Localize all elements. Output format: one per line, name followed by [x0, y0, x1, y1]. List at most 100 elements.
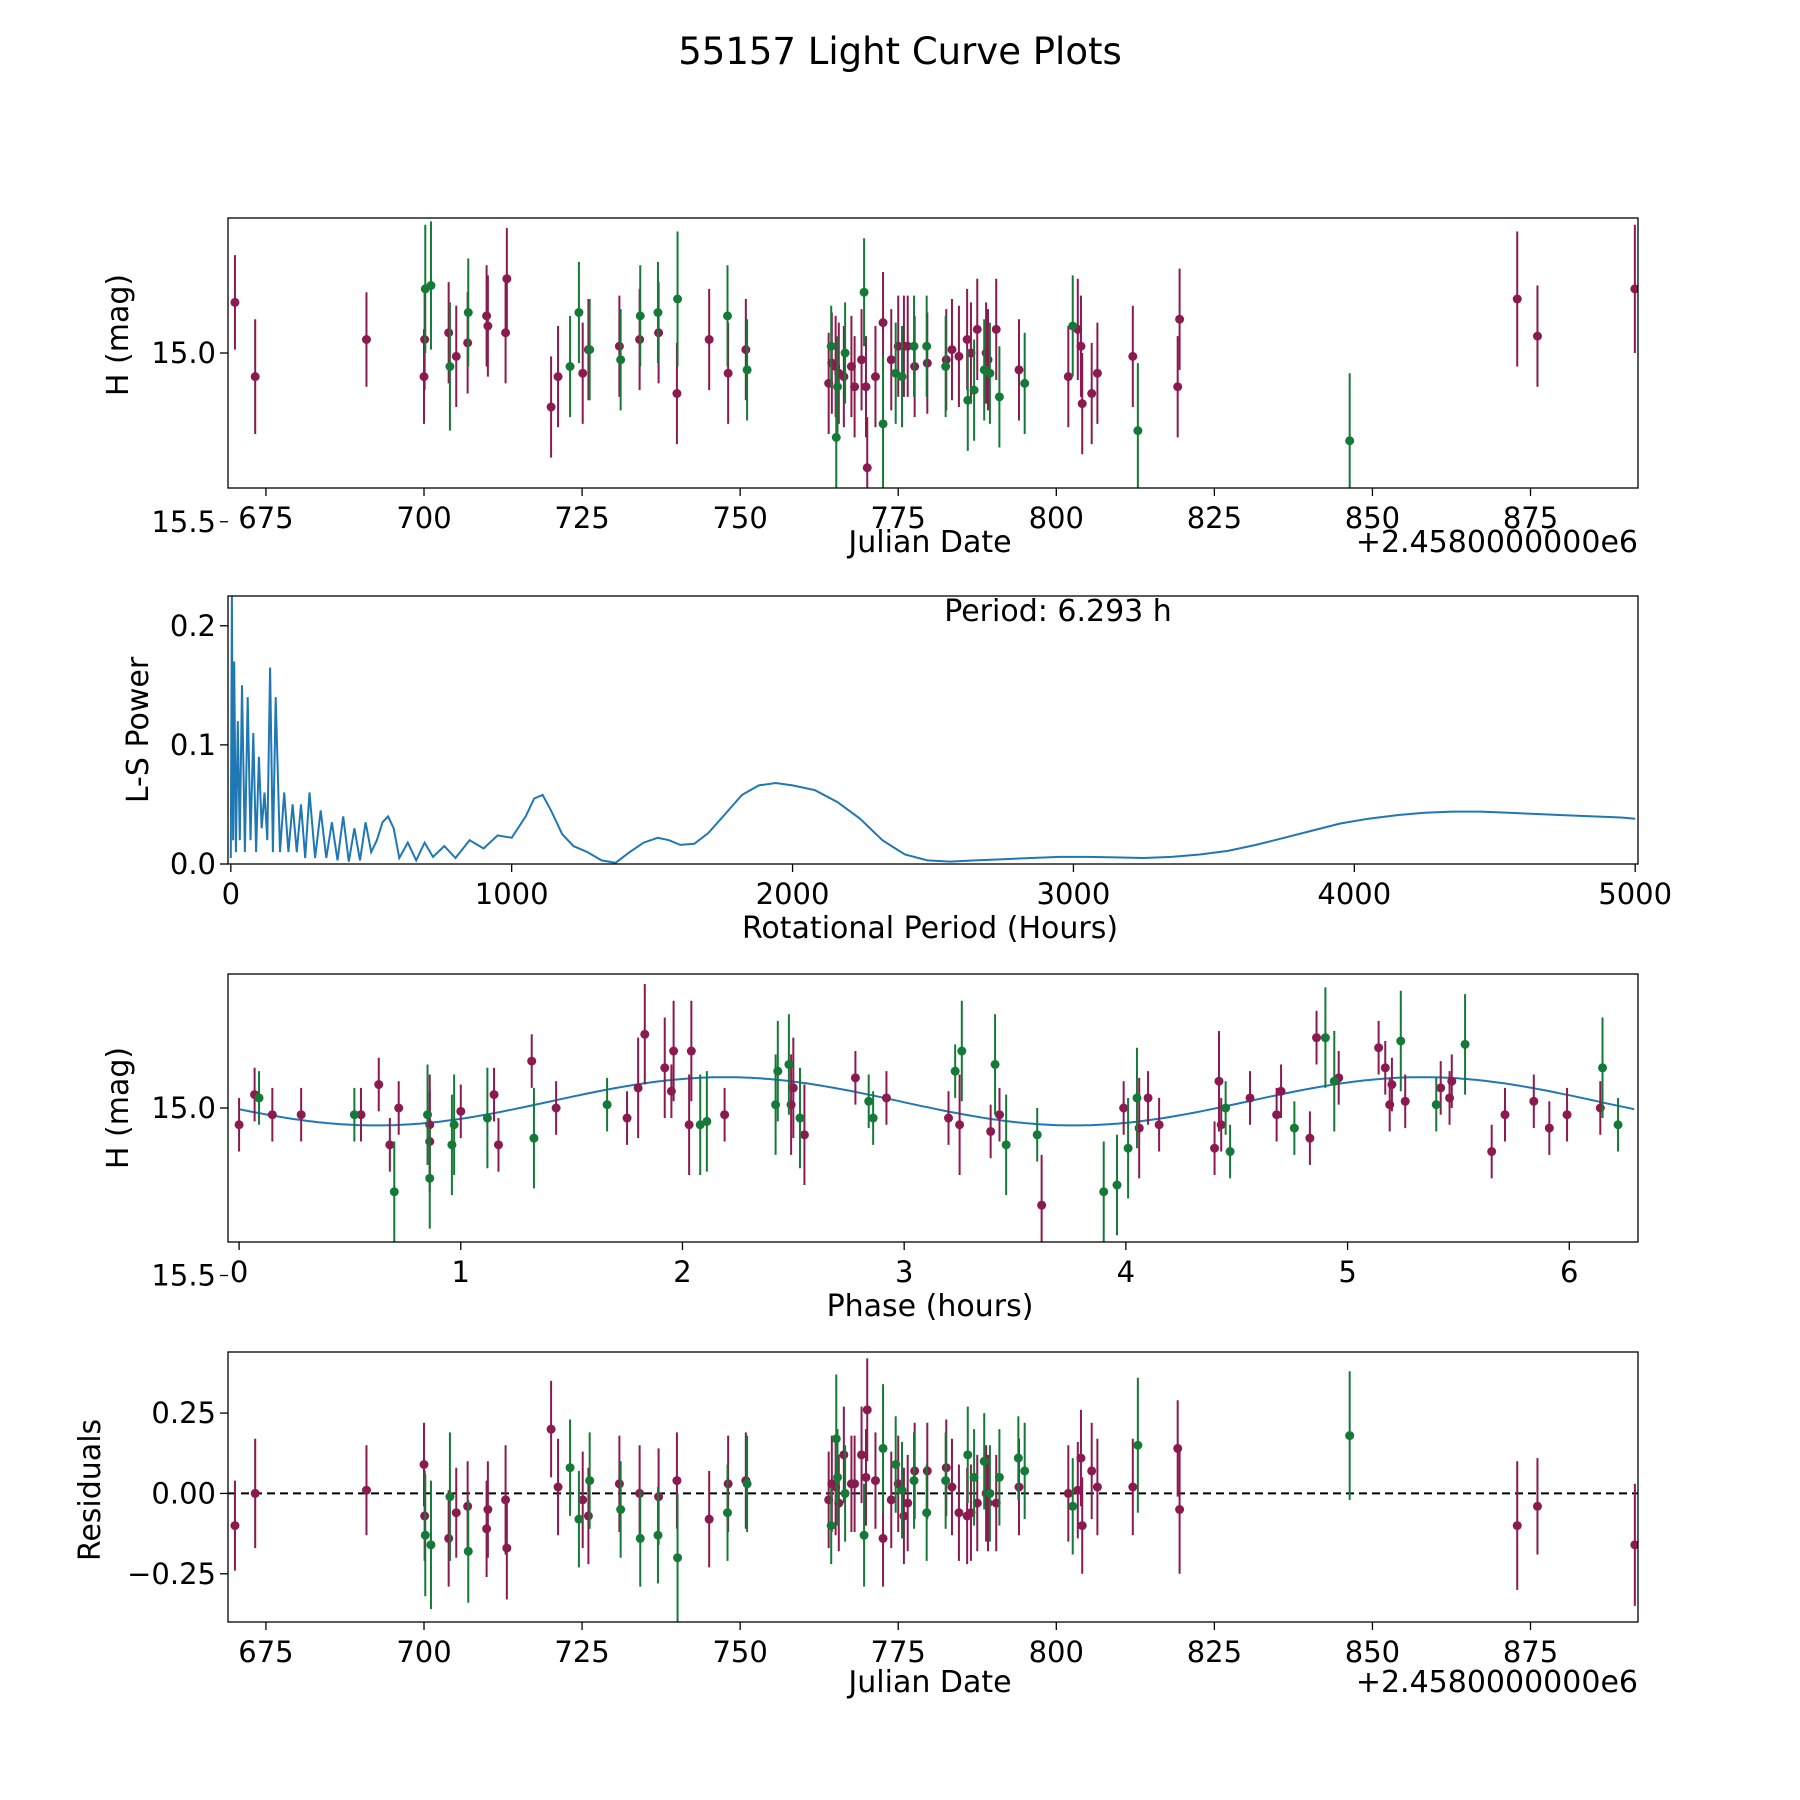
x-tick-label: 5	[1338, 1255, 1356, 1289]
data-point	[839, 372, 849, 382]
data-point	[985, 368, 995, 378]
data-points	[230, 221, 1638, 488]
data-point	[1076, 341, 1086, 351]
data-point	[922, 341, 932, 351]
x-tick-label: 4000	[1317, 877, 1391, 911]
data-point	[553, 1482, 563, 1492]
data-point	[250, 1488, 260, 1498]
data-point	[1128, 1482, 1138, 1492]
data-point	[985, 1488, 995, 1498]
data-point	[574, 308, 584, 317]
data-point	[1175, 314, 1185, 324]
data-point	[669, 1046, 679, 1056]
x-tick-label: 1	[452, 1255, 470, 1289]
data-point	[799, 1130, 809, 1140]
data-point	[1128, 351, 1138, 361]
x-tick-label: 725	[554, 1635, 609, 1669]
data-point	[502, 274, 512, 284]
data-point	[1436, 1083, 1446, 1093]
data-point	[1544, 1123, 1554, 1133]
data-point	[1487, 1147, 1497, 1157]
data-point	[994, 392, 1004, 402]
data-point	[660, 1063, 670, 1073]
residuals-frame	[227, 1351, 1639, 1623]
data-point	[1068, 1501, 1078, 1511]
data-point	[909, 341, 919, 351]
data-point	[426, 1540, 436, 1550]
data-point	[868, 1113, 878, 1123]
data-point	[947, 1482, 957, 1492]
x-tick-label: 775	[871, 1635, 926, 1669]
data-point	[653, 1530, 663, 1540]
y-tick-label: 15.5	[151, 1259, 216, 1293]
data-point	[1119, 1103, 1129, 1113]
data-point	[1092, 1482, 1102, 1492]
data-point	[994, 1472, 1004, 1482]
x-tick-label: 875	[1503, 501, 1558, 535]
data-point	[374, 1080, 384, 1090]
data-point	[482, 1524, 492, 1534]
data-point	[1312, 1033, 1322, 1043]
data-point	[501, 328, 511, 338]
data-point	[1320, 1033, 1330, 1043]
period-annotation: Period: 6.293 h	[944, 594, 1172, 629]
x-tick-label: 825	[1187, 1635, 1242, 1669]
data-point	[349, 1110, 359, 1120]
data-point	[861, 382, 871, 392]
data-point	[990, 1059, 1000, 1069]
data-point	[1092, 368, 1102, 378]
x-tick-label: 825	[1187, 501, 1242, 535]
data-point	[1374, 1043, 1384, 1053]
x-tick-label: 750	[712, 501, 767, 535]
data-point	[1245, 1093, 1255, 1103]
data-point	[1225, 1147, 1235, 1157]
data-point	[1063, 372, 1073, 382]
data-point	[672, 389, 682, 398]
data-point	[230, 297, 240, 307]
data-point	[493, 1140, 503, 1150]
x-tick-label: 850	[1345, 501, 1400, 535]
data-point	[1133, 426, 1143, 436]
phased-xlabel: Phase (hours)	[827, 1289, 1034, 1324]
data-point	[546, 1424, 556, 1434]
data-point	[356, 1110, 366, 1120]
data-point	[425, 1173, 435, 1183]
lightcurve-x-offset: +2.4580000000e6	[1356, 525, 1638, 560]
data-point	[941, 362, 951, 371]
data-point	[585, 1476, 595, 1486]
data-point	[979, 1456, 989, 1466]
data-point	[1512, 1521, 1522, 1531]
data-point	[1013, 1453, 1023, 1463]
data-point	[1532, 331, 1542, 341]
data-point	[1001, 1140, 1011, 1150]
data-point	[1532, 1501, 1542, 1511]
data-point	[578, 368, 588, 378]
data-point	[1329, 1076, 1339, 1086]
data-point	[870, 372, 880, 382]
data-point	[444, 1533, 454, 1543]
periodogram-frame	[227, 595, 1639, 865]
data-point	[1133, 1440, 1143, 1450]
data-point	[1063, 1488, 1073, 1498]
data-point	[969, 385, 979, 395]
data-point	[483, 1505, 493, 1514]
data-point	[795, 1113, 805, 1123]
data-point	[704, 335, 714, 344]
data-point	[451, 1508, 461, 1518]
residuals-ylabel: Residuals	[73, 1419, 108, 1561]
data-point	[635, 1533, 645, 1543]
lightcurve-frame	[227, 217, 1639, 489]
data-point	[1400, 1096, 1410, 1106]
data-point	[1154, 1120, 1164, 1130]
x-tick-label: 700	[396, 501, 451, 535]
data-point	[614, 1479, 624, 1489]
data-point	[1396, 1036, 1406, 1046]
data-point	[878, 1533, 888, 1543]
data-point	[673, 1553, 683, 1563]
data-point	[614, 341, 624, 351]
model-fit-line	[238, 1076, 1635, 1127]
data-point	[1221, 1103, 1231, 1113]
data-point	[850, 382, 860, 392]
phased-plot-area: 0 1 2 3 4 5 6 15.5 15.0	[151, 984, 1635, 1293]
x-tick-label: 775	[871, 501, 926, 535]
